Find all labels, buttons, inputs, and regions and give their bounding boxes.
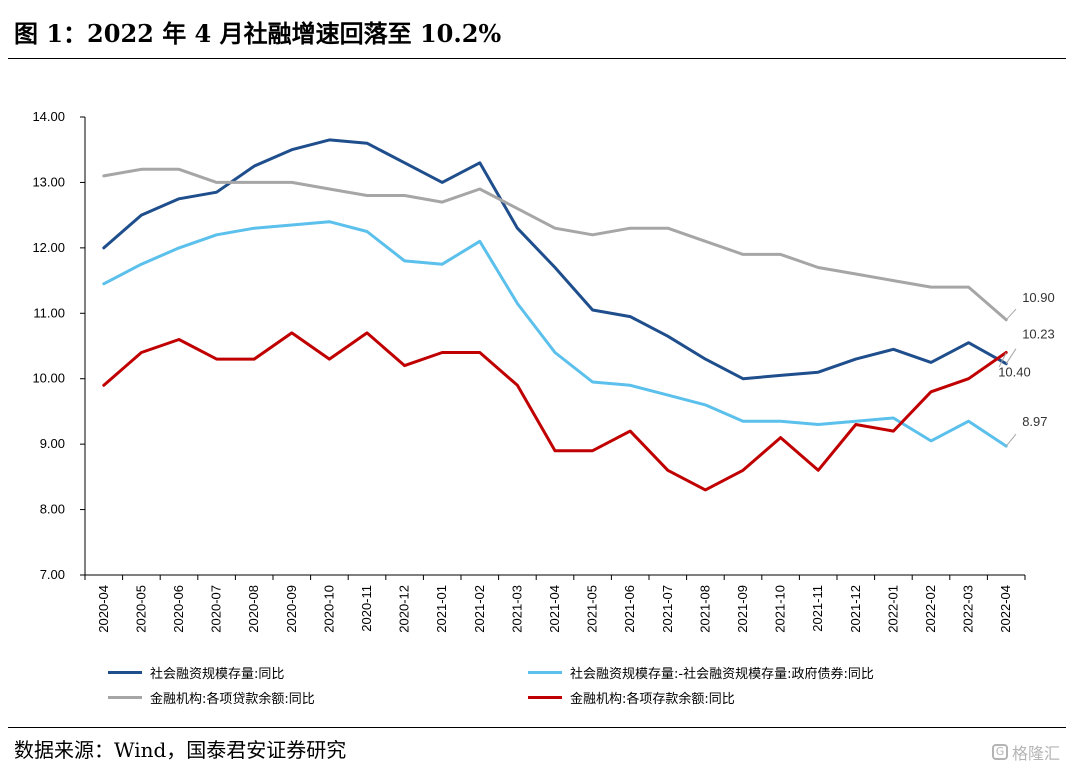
legend-swatch-series-3: [108, 696, 142, 699]
line-chart: 7.00 8.00 9.00 10.00 11.00 12.00 13.00 14.00 202…: [32, 109, 1055, 633]
x-tick-label: 2020-07: [209, 585, 224, 633]
watermark-logo-icon: G: [991, 744, 1008, 760]
y-tick-label: 14.00: [32, 109, 65, 124]
x-tick-label: 2022-03: [961, 585, 976, 633]
series-line-1: [102, 138, 1008, 381]
x-tick-label: 2021-11: [810, 585, 825, 632]
legend-swatch-series-2: [528, 671, 562, 674]
footer-divider: [8, 727, 1066, 728]
annotation-label: 10.90: [1022, 290, 1055, 305]
x-tick-label: 2021-05: [585, 585, 600, 633]
chart-axes: 7.00 8.00 9.00 10.00 11.00 12.00 13.00 14.00 202…: [32, 109, 1026, 633]
legend-label-series-4: 金融机构:各项存款余额:同比: [570, 692, 735, 707]
chart-annotations: 10.90 10.23 10.40 8.97: [998, 290, 1055, 447]
annotation-leader: [1005, 433, 1017, 447]
x-tick-label: 2020-12: [397, 585, 412, 633]
x-tick-label: 2020-05: [133, 585, 148, 633]
legend-label-series-3: 金融机构:各项贷款余额:同比: [150, 692, 315, 707]
y-tick-label: 12.00: [32, 240, 65, 255]
legend-item-series-3: 金融机构:各项贷款余额:同比: [108, 688, 315, 707]
y-tick-label: 8.00: [40, 502, 65, 517]
x-tick-label: 2021-09: [735, 585, 750, 633]
y-tick-label: 13.00: [32, 174, 65, 189]
x-tick-label: 2020-10: [321, 585, 336, 633]
y-tick-label: 10.00: [32, 371, 65, 386]
legend-item-series-1: 社会融资规模存量:同比: [108, 663, 284, 682]
annotation-label: 10.23: [1022, 327, 1055, 342]
chart-title: 图 1：2022 年 4 月社融增速回落至 10.2%: [14, 19, 502, 48]
legend-label-series-1: 社会融资规模存量:同比: [150, 667, 285, 682]
series-line-4: [102, 331, 1008, 492]
title-divider: [8, 58, 1066, 59]
x-tick-label: 2020-04: [96, 585, 111, 633]
series-line-2: [102, 220, 1008, 448]
x-tick-label: 2020-08: [246, 585, 261, 633]
y-tick-label: 11.00: [33, 305, 65, 320]
x-tick-label: 2021-07: [660, 585, 675, 633]
legend-item-series-4: 金融机构:各项存款余额:同比: [528, 688, 735, 707]
x-tick-label: 2020-09: [284, 585, 299, 633]
x-tick-label: 2021-01: [434, 585, 449, 633]
annotation-leader: [1005, 348, 1017, 364]
y-tick-label: 9.00: [40, 436, 65, 451]
x-tick-label: 2022-01: [885, 585, 900, 633]
x-tick-label: 2021-10: [773, 585, 788, 633]
x-tick-label: 2022-04: [998, 585, 1013, 633]
legend-label-series-2: 社会融资规模存量:-社会融资规模存量:政府债券:同比: [570, 667, 874, 682]
x-tick-label: 2021-02: [472, 585, 487, 633]
x-tick-label: 2021-12: [848, 585, 863, 633]
annotation-leader: [998, 352, 1007, 368]
watermark-text: 格隆汇: [1011, 744, 1060, 763]
annotation-leader: [1005, 308, 1017, 321]
x-tick-label: 2021-08: [697, 585, 712, 633]
x-tick-label: 2022-02: [923, 585, 938, 633]
chart-series-layer: [102, 138, 1008, 492]
legend-swatch-series-1: [108, 671, 142, 674]
annotation-label: 10.40: [998, 365, 1031, 380]
x-tick-label: 2020-06: [171, 585, 186, 633]
series-line-3: [102, 167, 1008, 322]
x-tick-label: 2021-06: [622, 585, 637, 633]
watermark: G 格隆汇: [991, 740, 1060, 764]
legend-swatch-series-4: [528, 696, 562, 699]
legend-item-series-2: 社会融资规模存量:-社会融资规模存量:政府债券:同比: [528, 663, 874, 682]
source-note: 数据来源：Wind，国泰君安证券研究: [14, 738, 347, 762]
x-tick-label: 2021-03: [509, 585, 524, 633]
x-tick-label: 2021-04: [547, 585, 562, 633]
x-tick-label: 2020-11: [359, 585, 374, 632]
annotation-label: 8.97: [1022, 414, 1047, 429]
y-tick-label: 7.00: [40, 567, 65, 582]
